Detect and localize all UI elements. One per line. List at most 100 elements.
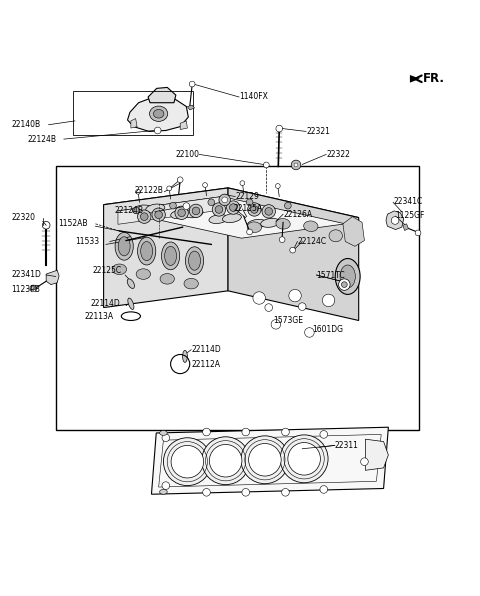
Text: 22122B: 22122B xyxy=(135,186,164,195)
Polygon shape xyxy=(128,97,188,132)
Circle shape xyxy=(189,81,195,87)
Text: 22341C: 22341C xyxy=(393,197,422,206)
Circle shape xyxy=(229,204,237,212)
Text: 1123PB: 1123PB xyxy=(11,285,40,294)
Text: 22341D: 22341D xyxy=(11,269,41,278)
Ellipse shape xyxy=(115,232,133,260)
Ellipse shape xyxy=(247,219,266,228)
Circle shape xyxy=(162,482,169,489)
Text: 1601DG: 1601DG xyxy=(312,325,343,334)
Text: 22322: 22322 xyxy=(326,150,350,159)
Circle shape xyxy=(248,203,261,216)
Ellipse shape xyxy=(247,222,262,232)
Text: 22125C: 22125C xyxy=(93,266,122,275)
Ellipse shape xyxy=(136,269,151,280)
Polygon shape xyxy=(148,88,176,103)
Text: 22114D: 22114D xyxy=(191,345,221,354)
Polygon shape xyxy=(104,188,228,308)
Ellipse shape xyxy=(165,246,177,265)
Text: 22140B: 22140B xyxy=(11,120,40,129)
Circle shape xyxy=(262,204,276,218)
Ellipse shape xyxy=(171,210,190,219)
Text: 22125A: 22125A xyxy=(234,203,263,213)
Text: 22112A: 22112A xyxy=(191,359,220,368)
Text: 1571TC: 1571TC xyxy=(317,271,345,280)
Circle shape xyxy=(247,229,252,235)
Polygon shape xyxy=(180,121,187,129)
Text: 1573GE: 1573GE xyxy=(274,316,303,325)
Ellipse shape xyxy=(184,278,198,289)
Circle shape xyxy=(320,430,327,438)
Circle shape xyxy=(290,247,296,253)
Text: 22311: 22311 xyxy=(335,441,359,450)
Circle shape xyxy=(42,222,50,229)
Ellipse shape xyxy=(209,215,228,224)
Circle shape xyxy=(320,486,327,493)
Text: 22320: 22320 xyxy=(11,213,35,222)
Circle shape xyxy=(299,303,306,311)
Circle shape xyxy=(141,213,148,221)
Circle shape xyxy=(288,443,321,475)
Ellipse shape xyxy=(335,259,360,294)
Circle shape xyxy=(219,194,230,206)
Text: 1125GF: 1125GF xyxy=(396,211,425,220)
Polygon shape xyxy=(131,119,137,128)
Circle shape xyxy=(203,489,210,496)
Polygon shape xyxy=(118,197,345,238)
Circle shape xyxy=(360,458,368,465)
Circle shape xyxy=(391,216,399,224)
Circle shape xyxy=(280,435,328,483)
Text: 22114D: 22114D xyxy=(91,299,120,308)
Circle shape xyxy=(178,209,185,216)
Circle shape xyxy=(163,437,211,486)
Circle shape xyxy=(241,436,289,484)
Polygon shape xyxy=(30,285,36,290)
Circle shape xyxy=(209,445,242,477)
Circle shape xyxy=(138,210,151,224)
Circle shape xyxy=(415,230,421,236)
Bar xyxy=(73,91,193,135)
Ellipse shape xyxy=(128,298,134,309)
Ellipse shape xyxy=(161,242,180,270)
Circle shape xyxy=(341,282,347,287)
Circle shape xyxy=(264,162,269,168)
Ellipse shape xyxy=(276,219,290,229)
Polygon shape xyxy=(104,188,359,234)
Circle shape xyxy=(208,199,215,206)
Polygon shape xyxy=(365,439,388,470)
Circle shape xyxy=(175,206,188,219)
Polygon shape xyxy=(118,197,222,224)
Circle shape xyxy=(323,294,335,306)
Polygon shape xyxy=(152,427,388,494)
Circle shape xyxy=(203,182,207,187)
Ellipse shape xyxy=(118,237,130,256)
Circle shape xyxy=(253,292,265,304)
Circle shape xyxy=(249,443,281,476)
Circle shape xyxy=(265,304,273,311)
Text: 22124C: 22124C xyxy=(298,237,326,246)
Ellipse shape xyxy=(159,430,167,435)
Circle shape xyxy=(279,237,285,243)
Ellipse shape xyxy=(160,274,174,284)
Circle shape xyxy=(133,207,140,214)
Circle shape xyxy=(338,279,350,290)
Circle shape xyxy=(167,186,171,191)
Ellipse shape xyxy=(138,237,156,265)
Circle shape xyxy=(246,199,253,206)
Circle shape xyxy=(294,163,298,167)
Text: 22124B: 22124B xyxy=(27,135,56,144)
Polygon shape xyxy=(46,270,59,285)
Circle shape xyxy=(222,197,228,203)
Circle shape xyxy=(183,203,190,209)
Circle shape xyxy=(189,204,203,218)
Circle shape xyxy=(240,181,245,185)
Circle shape xyxy=(177,177,183,182)
Ellipse shape xyxy=(189,251,201,270)
Text: 22321: 22321 xyxy=(306,127,330,136)
Circle shape xyxy=(215,206,223,213)
Circle shape xyxy=(202,437,250,485)
Text: 22126A: 22126A xyxy=(283,210,312,219)
Circle shape xyxy=(203,428,210,436)
Polygon shape xyxy=(403,224,408,231)
Ellipse shape xyxy=(141,241,153,260)
